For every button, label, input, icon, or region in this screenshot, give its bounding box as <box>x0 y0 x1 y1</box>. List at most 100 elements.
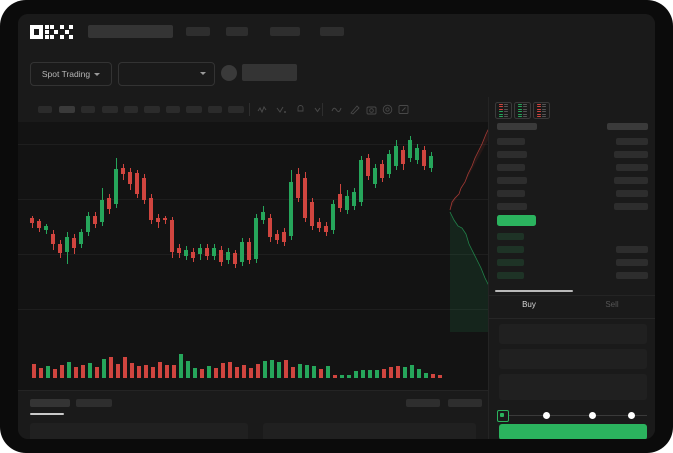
stepper-dot-25[interactable] <box>543 411 550 419</box>
candle-31 <box>247 242 251 260</box>
alert-icon[interactable] <box>295 104 306 115</box>
bid-row-0[interactable] <box>497 233 524 240</box>
order-price-field[interactable] <box>499 324 647 344</box>
trading-pair-selector[interactable] <box>118 62 215 86</box>
tab-order-history[interactable] <box>76 399 112 407</box>
nav-item-2[interactable] <box>226 27 248 36</box>
candle-35 <box>275 234 279 240</box>
search-input[interactable] <box>88 25 173 38</box>
ask-size-4 <box>616 190 648 197</box>
bid-row-3[interactable] <box>497 272 524 279</box>
candle-36 <box>282 232 286 242</box>
orderbook-view-bids-icon[interactable] <box>514 102 531 119</box>
tab-sell[interactable]: Sell <box>605 300 619 309</box>
volume-bar-12 <box>116 364 120 378</box>
volume-bar-13 <box>123 357 127 378</box>
camera-icon[interactable] <box>366 104 377 115</box>
pair-coin-avatar <box>221 65 237 81</box>
timeframe-5m[interactable] <box>59 106 75 113</box>
orderbook-view-both-icon[interactable] <box>495 102 512 119</box>
stepper-dot-50[interactable] <box>589 411 596 419</box>
orderbook-header-price <box>497 123 537 130</box>
nav-item-3[interactable] <box>270 27 300 36</box>
candle-17 <box>149 198 153 220</box>
volume-bar-29 <box>235 367 239 378</box>
volume-bar-45 <box>347 375 351 378</box>
volume-bar-19 <box>165 365 169 378</box>
bottom-action-2[interactable] <box>448 399 482 407</box>
candle-55 <box>415 148 419 160</box>
candle-26 <box>212 248 216 256</box>
bid-size-3 <box>616 272 648 279</box>
timeframe-2h[interactable] <box>144 106 160 113</box>
gridline-1 <box>18 199 488 200</box>
ask-row-1[interactable] <box>497 151 527 158</box>
candle-0 <box>30 218 34 223</box>
timeframe-30m[interactable] <box>102 106 118 113</box>
bid-size-1 <box>616 246 648 253</box>
candle-52 <box>394 146 398 166</box>
candle-16 <box>142 178 146 200</box>
volume-bar-38 <box>298 364 302 378</box>
tab-open-orders[interactable] <box>30 399 70 407</box>
orderbook-scrollbar[interactable] <box>495 290 573 292</box>
logo-letter-o <box>30 25 43 39</box>
candle-41 <box>317 222 321 228</box>
bid-row-1[interactable] <box>497 246 524 253</box>
orderbook-header-size <box>607 123 648 130</box>
ask-row-5[interactable] <box>497 203 527 210</box>
nav-item-4[interactable] <box>320 27 344 36</box>
candle-9 <box>93 216 97 224</box>
place-buy-order-button[interactable] <box>499 424 647 439</box>
market-type-label: Spot Trading <box>41 69 91 79</box>
last-price-placeholder <box>242 64 297 81</box>
amount-percent-stepper[interactable] <box>497 410 647 422</box>
timeframe-1m[interactable] <box>38 106 52 113</box>
fullscreen-icon[interactable] <box>398 104 409 115</box>
volume-bar-23 <box>193 368 197 378</box>
order-total-field[interactable] <box>499 374 647 400</box>
settings-icon[interactable] <box>382 104 393 115</box>
timeframe-1mo[interactable] <box>228 106 244 113</box>
volume-bar-47 <box>361 370 365 378</box>
candle-1 <box>37 221 41 228</box>
stepper-handle[interactable] <box>497 410 509 422</box>
buy-sell-tabs: Buy Sell <box>489 296 655 319</box>
timeframe-4h[interactable] <box>166 106 180 113</box>
orderbook-view-asks-icon[interactable] <box>533 102 550 119</box>
nav-item-1[interactable] <box>186 27 210 36</box>
order-amount-field[interactable] <box>499 349 647 369</box>
bottom-action-1[interactable] <box>406 399 440 407</box>
candle-39 <box>303 178 307 218</box>
ask-row-2[interactable] <box>497 164 525 171</box>
orders-bottom-panel <box>18 390 488 439</box>
chart-type-icon[interactable] <box>276 104 287 115</box>
candle-30 <box>240 242 244 262</box>
ask-row-0[interactable] <box>497 138 525 145</box>
dropdown-icon[interactable] <box>312 104 323 115</box>
bid-row-2[interactable] <box>497 259 524 266</box>
logo-letter-k <box>45 25 58 39</box>
volume-bar-46 <box>354 371 358 378</box>
volume-bar-11 <box>109 357 113 378</box>
timeframe-15m[interactable] <box>81 106 95 113</box>
candle-49 <box>373 168 377 184</box>
indicator-icon[interactable] <box>257 104 268 115</box>
volume-bar-21 <box>179 354 183 378</box>
ask-row-3[interactable] <box>497 177 527 184</box>
line-chart-icon[interactable] <box>331 104 342 115</box>
candle-48 <box>366 158 370 176</box>
volume-bar-28 <box>228 362 232 378</box>
ask-row-4[interactable] <box>497 190 525 197</box>
timeframe-1d[interactable] <box>186 106 202 113</box>
okx-logo[interactable] <box>30 25 74 39</box>
stepper-dot-75[interactable] <box>628 411 635 419</box>
timeframe-1h[interactable] <box>124 106 138 113</box>
candlestick-chart[interactable] <box>18 122 488 332</box>
timeframe-1w[interactable] <box>208 106 222 113</box>
volume-bar-43 <box>333 375 337 378</box>
tab-buy[interactable]: Buy <box>522 300 536 309</box>
volume-bar-8 <box>88 363 92 378</box>
market-type-selector[interactable]: Spot Trading <box>30 62 112 86</box>
drawing-tools-icon[interactable] <box>349 104 360 115</box>
